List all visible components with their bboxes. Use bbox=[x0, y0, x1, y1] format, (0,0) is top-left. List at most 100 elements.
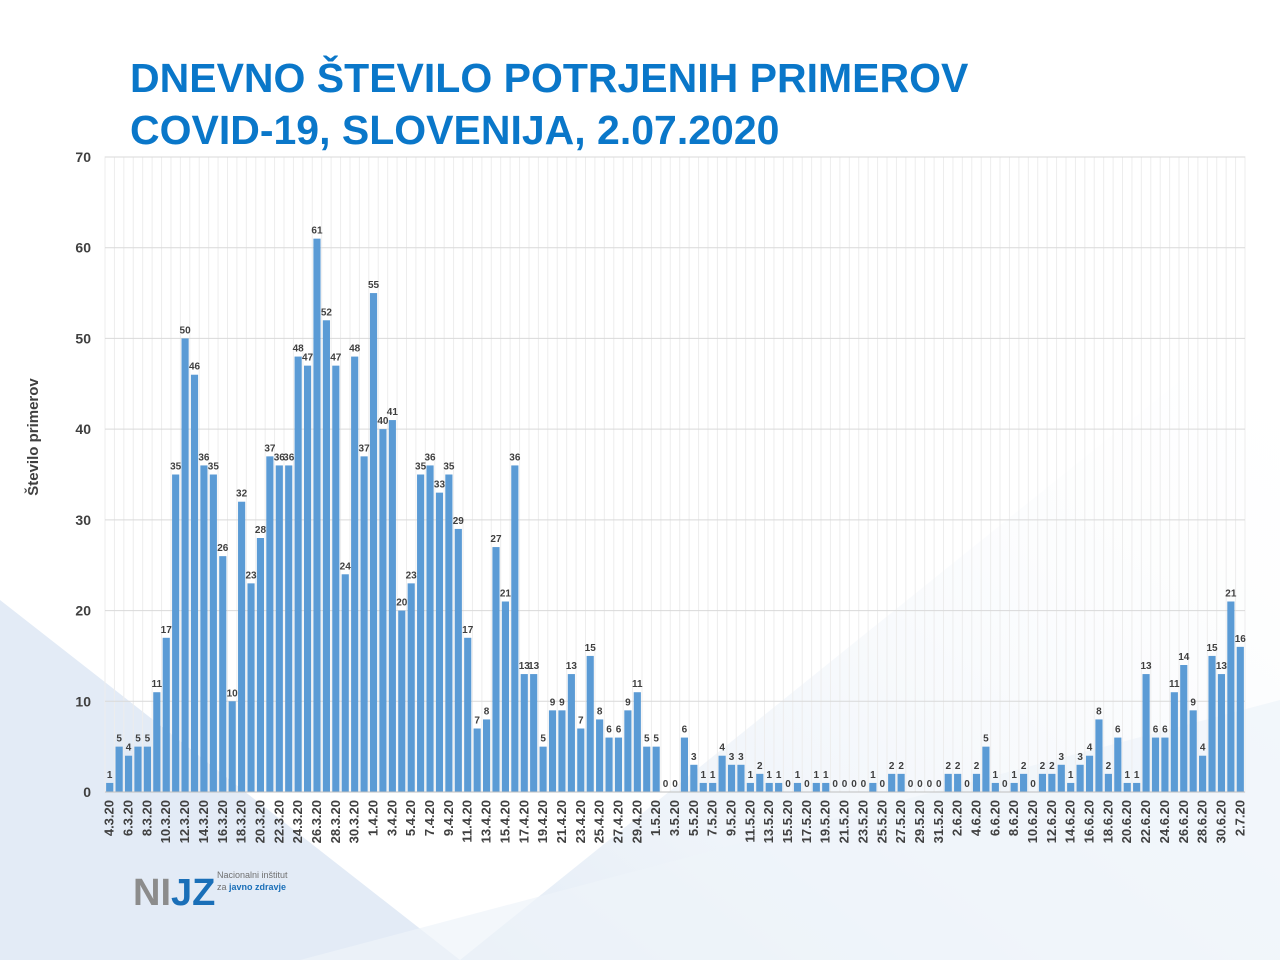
bar bbox=[124, 755, 133, 792]
data-label: 11 bbox=[632, 679, 643, 690]
data-label: 37 bbox=[264, 443, 276, 454]
data-label: 23 bbox=[245, 570, 257, 581]
y-tick-label: 0 bbox=[83, 784, 91, 800]
x-tick-label: 20.3.20 bbox=[252, 800, 267, 843]
data-label: 6 bbox=[682, 725, 688, 736]
data-label: 9 bbox=[1190, 697, 1196, 708]
data-label: 5 bbox=[540, 734, 546, 745]
bar bbox=[162, 637, 170, 792]
data-label: 0 bbox=[927, 779, 933, 790]
y-tick-label: 70 bbox=[75, 149, 91, 165]
logo-mark-part: NI bbox=[133, 872, 171, 914]
x-tick-label: 21.5.20 bbox=[837, 800, 852, 843]
data-label: 3 bbox=[691, 752, 697, 763]
data-label: 36 bbox=[283, 452, 295, 463]
x-tick-label: 4.3.20 bbox=[102, 800, 117, 836]
data-label: 10 bbox=[227, 688, 239, 699]
bar bbox=[1114, 737, 1122, 792]
logo-text: Nacionalni inštitut bbox=[217, 870, 288, 880]
x-tick-label: 1.5.20 bbox=[648, 800, 663, 836]
data-label: 24 bbox=[340, 561, 352, 572]
x-tick-label: 15.4.20 bbox=[497, 800, 512, 843]
y-tick-label: 20 bbox=[75, 603, 91, 619]
x-tick-label: 6.6.20 bbox=[987, 800, 1002, 836]
data-label: 6 bbox=[1115, 725, 1121, 736]
data-label: 11 bbox=[1169, 679, 1180, 690]
bar bbox=[1170, 692, 1178, 792]
data-label: 13 bbox=[519, 661, 531, 672]
bar bbox=[482, 719, 491, 792]
data-label: 3 bbox=[1058, 752, 1064, 763]
bar bbox=[954, 773, 962, 792]
x-tick-label: 12.6.20 bbox=[1044, 800, 1059, 843]
bar bbox=[1104, 773, 1112, 792]
x-tick-label: 29.4.20 bbox=[629, 800, 644, 843]
bar bbox=[294, 356, 302, 792]
data-label: 1 bbox=[870, 770, 876, 781]
data-label: 0 bbox=[804, 779, 810, 790]
bar bbox=[530, 674, 538, 792]
data-label: 55 bbox=[368, 280, 380, 291]
chart-title: COVID-19, SLOVENIJA, 2.07.2020 bbox=[130, 107, 779, 153]
data-label: 20 bbox=[396, 598, 408, 609]
bar bbox=[633, 692, 641, 792]
bar bbox=[115, 746, 123, 792]
data-label: 1 bbox=[814, 770, 820, 781]
data-label: 7 bbox=[578, 716, 584, 727]
data-label: 23 bbox=[406, 570, 418, 581]
bar bbox=[793, 782, 802, 792]
bar bbox=[1180, 665, 1188, 792]
x-tick-label: 7.5.20 bbox=[705, 800, 720, 836]
data-label: 8 bbox=[597, 706, 603, 717]
x-tick-label: 10.6.20 bbox=[1025, 800, 1040, 843]
data-label: 37 bbox=[359, 443, 371, 454]
x-tick-label: 20.6.20 bbox=[1119, 800, 1134, 843]
data-label: 0 bbox=[861, 779, 867, 790]
logo-mark-part: JZ bbox=[171, 872, 215, 914]
bar bbox=[775, 782, 783, 792]
x-tick-label: 28.3.20 bbox=[328, 800, 343, 843]
data-label: 9 bbox=[559, 697, 565, 708]
bar bbox=[464, 637, 472, 792]
x-tick-label: 16.6.20 bbox=[1082, 800, 1097, 843]
bar bbox=[172, 474, 180, 792]
data-label: 21 bbox=[500, 589, 512, 600]
data-label: 1 bbox=[1134, 770, 1140, 781]
bar bbox=[520, 674, 528, 792]
bar bbox=[690, 764, 698, 792]
data-label: 13 bbox=[566, 661, 578, 672]
data-label: 1 bbox=[107, 770, 113, 781]
bar bbox=[1057, 764, 1065, 792]
data-label: 4 bbox=[719, 743, 725, 754]
logo-text-part: javno zdravje bbox=[228, 882, 286, 892]
data-label: 9 bbox=[625, 697, 631, 708]
bar bbox=[256, 538, 265, 792]
bar bbox=[548, 710, 557, 792]
bar bbox=[341, 574, 349, 792]
bar bbox=[1010, 782, 1018, 792]
x-tick-label: 12.3.20 bbox=[177, 800, 192, 843]
bar bbox=[1161, 737, 1169, 792]
bar bbox=[181, 338, 189, 792]
x-tick-label: 18.6.20 bbox=[1100, 800, 1115, 843]
bar bbox=[1123, 782, 1131, 792]
x-tick-label: 30.3.20 bbox=[347, 800, 362, 843]
data-label: 6 bbox=[1153, 725, 1159, 736]
data-label: 5 bbox=[644, 734, 650, 745]
data-label: 47 bbox=[302, 353, 314, 364]
data-label: 50 bbox=[180, 325, 192, 336]
bar bbox=[586, 655, 594, 792]
data-label: 0 bbox=[964, 779, 970, 790]
data-label: 48 bbox=[349, 344, 361, 355]
data-label: 0 bbox=[672, 779, 678, 790]
bar bbox=[869, 782, 877, 792]
bar bbox=[379, 429, 387, 792]
bar bbox=[888, 773, 896, 792]
bar bbox=[445, 474, 453, 792]
x-tick-label: 22.3.20 bbox=[271, 800, 286, 843]
bar bbox=[756, 773, 764, 792]
y-tick-label: 10 bbox=[75, 693, 91, 709]
x-tick-label: 5.4.20 bbox=[403, 800, 418, 836]
data-label: 1 bbox=[710, 770, 716, 781]
